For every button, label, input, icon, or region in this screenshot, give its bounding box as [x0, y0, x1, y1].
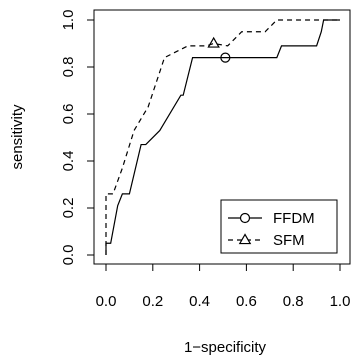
- x-tick-label: 1.0: [330, 293, 351, 310]
- y-tick-label: 0.4: [60, 151, 77, 172]
- legend-item-sfm: SFM: [228, 232, 305, 249]
- y-axis: 0.0 0.2 0.4 0.6 0.8 1.0: [60, 10, 95, 266]
- x-axis-label: 1−specificity: [184, 339, 267, 356]
- x-axis: 0.0 0.2 0.4 0.6 0.8 1.0: [96, 263, 351, 310]
- series-layer: [105, 19, 340, 255]
- x-tick-label: 0.0: [96, 293, 117, 310]
- legend: FFDM SFM: [220, 199, 338, 254]
- legend-label: FFDM: [273, 210, 315, 227]
- y-tick-label: 1.0: [60, 10, 77, 31]
- y-tick-label: 0.8: [60, 57, 77, 78]
- series-marker-sfm: [207, 36, 220, 48]
- y-axis-label: sensitivity: [9, 104, 26, 170]
- legend-item-ffdm: FFDM: [228, 210, 315, 227]
- x-tick-label: 0.2: [142, 293, 163, 310]
- legend-marker: [239, 212, 251, 224]
- series-line-sfm: [105, 19, 340, 255]
- y-tick-label: 0.6: [60, 104, 77, 125]
- x-tick-label: 0.4: [189, 293, 210, 310]
- y-tick-label: 0.0: [60, 245, 77, 266]
- series-marker-ffdm: [220, 52, 231, 63]
- x-tick-label: 0.6: [236, 293, 257, 310]
- y-tick-label: 0.2: [60, 198, 77, 219]
- legend-label: SFM: [273, 232, 305, 249]
- legend-marker: [238, 233, 252, 245]
- x-tick-label: 0.8: [283, 293, 304, 310]
- series-line-ffdm: [105, 19, 340, 255]
